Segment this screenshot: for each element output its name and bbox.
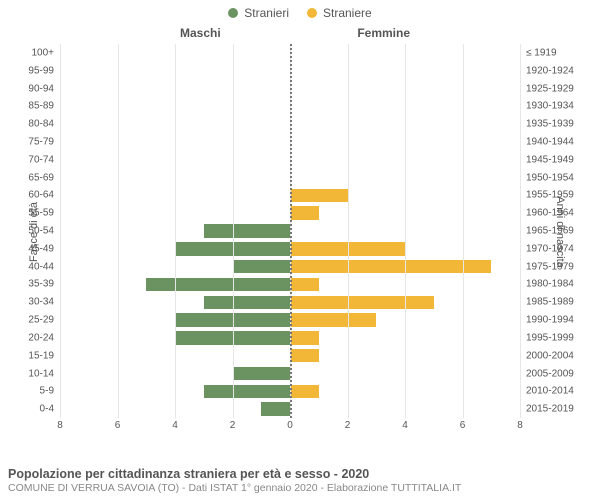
grid-line <box>118 44 119 418</box>
year-label: 1970-1974 <box>526 243 574 254</box>
year-label: 1960-1964 <box>526 208 574 219</box>
age-label: 85-89 <box>28 101 54 112</box>
grid-line <box>60 44 61 418</box>
year-label: ≤ 1919 <box>526 47 557 58</box>
x-tick-label: 6 <box>115 420 121 431</box>
bar-male <box>204 385 290 399</box>
year-label: 1985-1989 <box>526 297 574 308</box>
age-label: 40-44 <box>28 261 54 272</box>
bar-male <box>233 367 291 381</box>
year-label: 1930-1934 <box>526 101 574 112</box>
year-label: 1975-1979 <box>526 261 574 272</box>
bar-female <box>290 206 319 220</box>
x-tick-label: 2 <box>345 420 351 431</box>
age-label: 65-69 <box>28 172 54 183</box>
legend: Stranieri Straniere <box>0 0 600 22</box>
bar-male <box>204 296 290 310</box>
year-label: 2000-2004 <box>526 350 574 361</box>
bar-female <box>290 260 491 274</box>
x-tick-label: 6 <box>460 420 466 431</box>
grid-line <box>405 44 406 418</box>
caption: Popolazione per cittadinanza straniera p… <box>8 467 592 494</box>
age-label: 90-94 <box>28 83 54 94</box>
legend-item-male: Stranieri <box>228 6 289 20</box>
age-label: 45-49 <box>28 243 54 254</box>
year-label: 2010-2014 <box>526 386 574 397</box>
bar-female <box>290 349 319 363</box>
year-label: 1955-1959 <box>526 190 574 201</box>
age-label: 50-54 <box>28 226 54 237</box>
age-label: 35-39 <box>28 279 54 290</box>
pyramid-chart: Maschi Femmine Fasce di età Anni di nasc… <box>0 22 600 442</box>
year-label: 1920-1924 <box>526 65 574 76</box>
age-label: 75-79 <box>28 136 54 147</box>
grid-line <box>348 44 349 418</box>
age-label: 30-34 <box>28 297 54 308</box>
age-label: 25-29 <box>28 315 54 326</box>
column-header-male: Maschi <box>180 26 221 40</box>
age-label: 0-4 <box>40 404 54 415</box>
age-label: 70-74 <box>28 154 54 165</box>
legend-male-label: Stranieri <box>244 6 289 20</box>
x-tick-label: 2 <box>230 420 236 431</box>
chart-title: Popolazione per cittadinanza straniera p… <box>8 467 592 481</box>
bar-female <box>290 296 434 310</box>
year-label: 1990-1994 <box>526 315 574 326</box>
year-label: 1945-1949 <box>526 154 574 165</box>
column-header-female: Femmine <box>357 26 410 40</box>
circle-icon <box>228 8 238 18</box>
x-axis: 8 6 4 2 0 2 4 6 8 <box>60 420 520 434</box>
year-label: 1965-1969 <box>526 226 574 237</box>
year-label: 1995-1999 <box>526 332 574 343</box>
bar-female <box>290 313 376 327</box>
bar-male <box>233 260 291 274</box>
plot-area: 100+≤ 191995-991920-192490-941925-192985… <box>60 44 520 418</box>
grid-line <box>520 44 521 418</box>
year-label: 2005-2009 <box>526 368 574 379</box>
x-tick-label: 8 <box>57 420 63 431</box>
grid-line <box>233 44 234 418</box>
age-label: 5-9 <box>40 386 54 397</box>
age-label: 55-59 <box>28 208 54 219</box>
bar-male <box>204 224 290 238</box>
chart-subtitle: COMUNE DI VERRUA SAVOIA (TO) - Dati ISTA… <box>8 482 592 494</box>
age-label: 15-19 <box>28 350 54 361</box>
legend-female-label: Straniere <box>323 6 372 20</box>
bar-female <box>290 331 319 345</box>
circle-icon <box>307 8 317 18</box>
year-label: 1935-1939 <box>526 119 574 130</box>
grid-line <box>463 44 464 418</box>
age-label: 20-24 <box>28 332 54 343</box>
year-label: 1980-1984 <box>526 279 574 290</box>
legend-item-female: Straniere <box>307 6 372 20</box>
x-tick-label: 4 <box>172 420 178 431</box>
center-line <box>290 44 292 418</box>
age-label: 10-14 <box>28 368 54 379</box>
year-label: 1950-1954 <box>526 172 574 183</box>
age-label: 100+ <box>31 47 54 58</box>
age-label: 80-84 <box>28 119 54 130</box>
age-label: 60-64 <box>28 190 54 201</box>
x-tick-label: 0 <box>287 420 293 431</box>
x-tick-label: 8 <box>517 420 523 431</box>
age-label: 95-99 <box>28 65 54 76</box>
x-tick-label: 4 <box>402 420 408 431</box>
grid-line <box>175 44 176 418</box>
year-label: 1925-1929 <box>526 83 574 94</box>
bar-female <box>290 385 319 399</box>
year-label: 2015-2019 <box>526 404 574 415</box>
bar-male <box>261 402 290 416</box>
bar-female <box>290 278 319 292</box>
year-label: 1940-1944 <box>526 136 574 147</box>
bar-female <box>290 189 348 203</box>
bar-male <box>146 278 290 292</box>
